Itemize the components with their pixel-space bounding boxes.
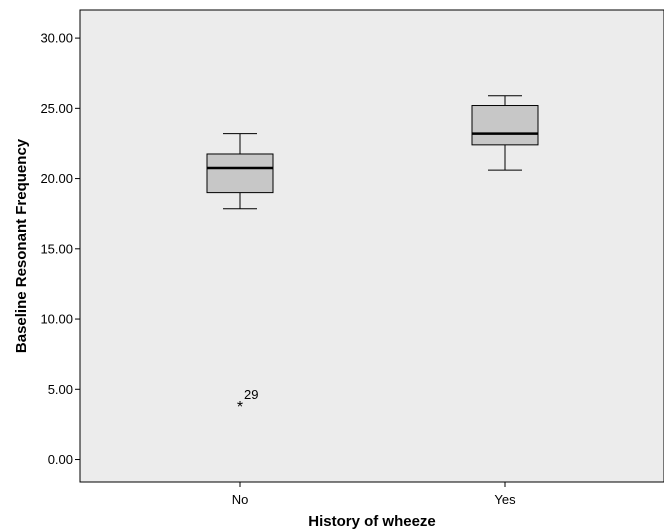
x-axis: No Yes	[232, 482, 516, 507]
y-tick-label: 5.00	[48, 382, 73, 397]
y-axis-title: Baseline Resonant Frequency	[13, 138, 30, 353]
y-tick-label: 0.00	[48, 452, 73, 467]
iqr-box	[471, 105, 539, 146]
boxes: *29	[206, 95, 539, 416]
y-axis: 0.00 5.00 10.00 15.00 20.00 25.00 30.00	[40, 31, 80, 467]
y-tick-label: 25.00	[40, 101, 73, 116]
box-yes	[471, 95, 539, 171]
y-tick-label: 10.00	[40, 312, 73, 327]
y-tick-label: 15.00	[40, 241, 73, 256]
iqr-box	[206, 153, 274, 194]
plot-area	[79, 9, 664, 483]
y-tick-label: 30.00	[40, 31, 73, 46]
y-tick-label: 20.00	[40, 171, 73, 186]
x-tick-label: No	[232, 492, 249, 507]
outlier-marker: *	[237, 399, 243, 416]
x-tick-label: Yes	[494, 492, 516, 507]
outlier-label: 29	[244, 387, 258, 402]
box-no: *29	[206, 133, 274, 416]
x-axis-title: History of wheeze	[308, 513, 436, 530]
